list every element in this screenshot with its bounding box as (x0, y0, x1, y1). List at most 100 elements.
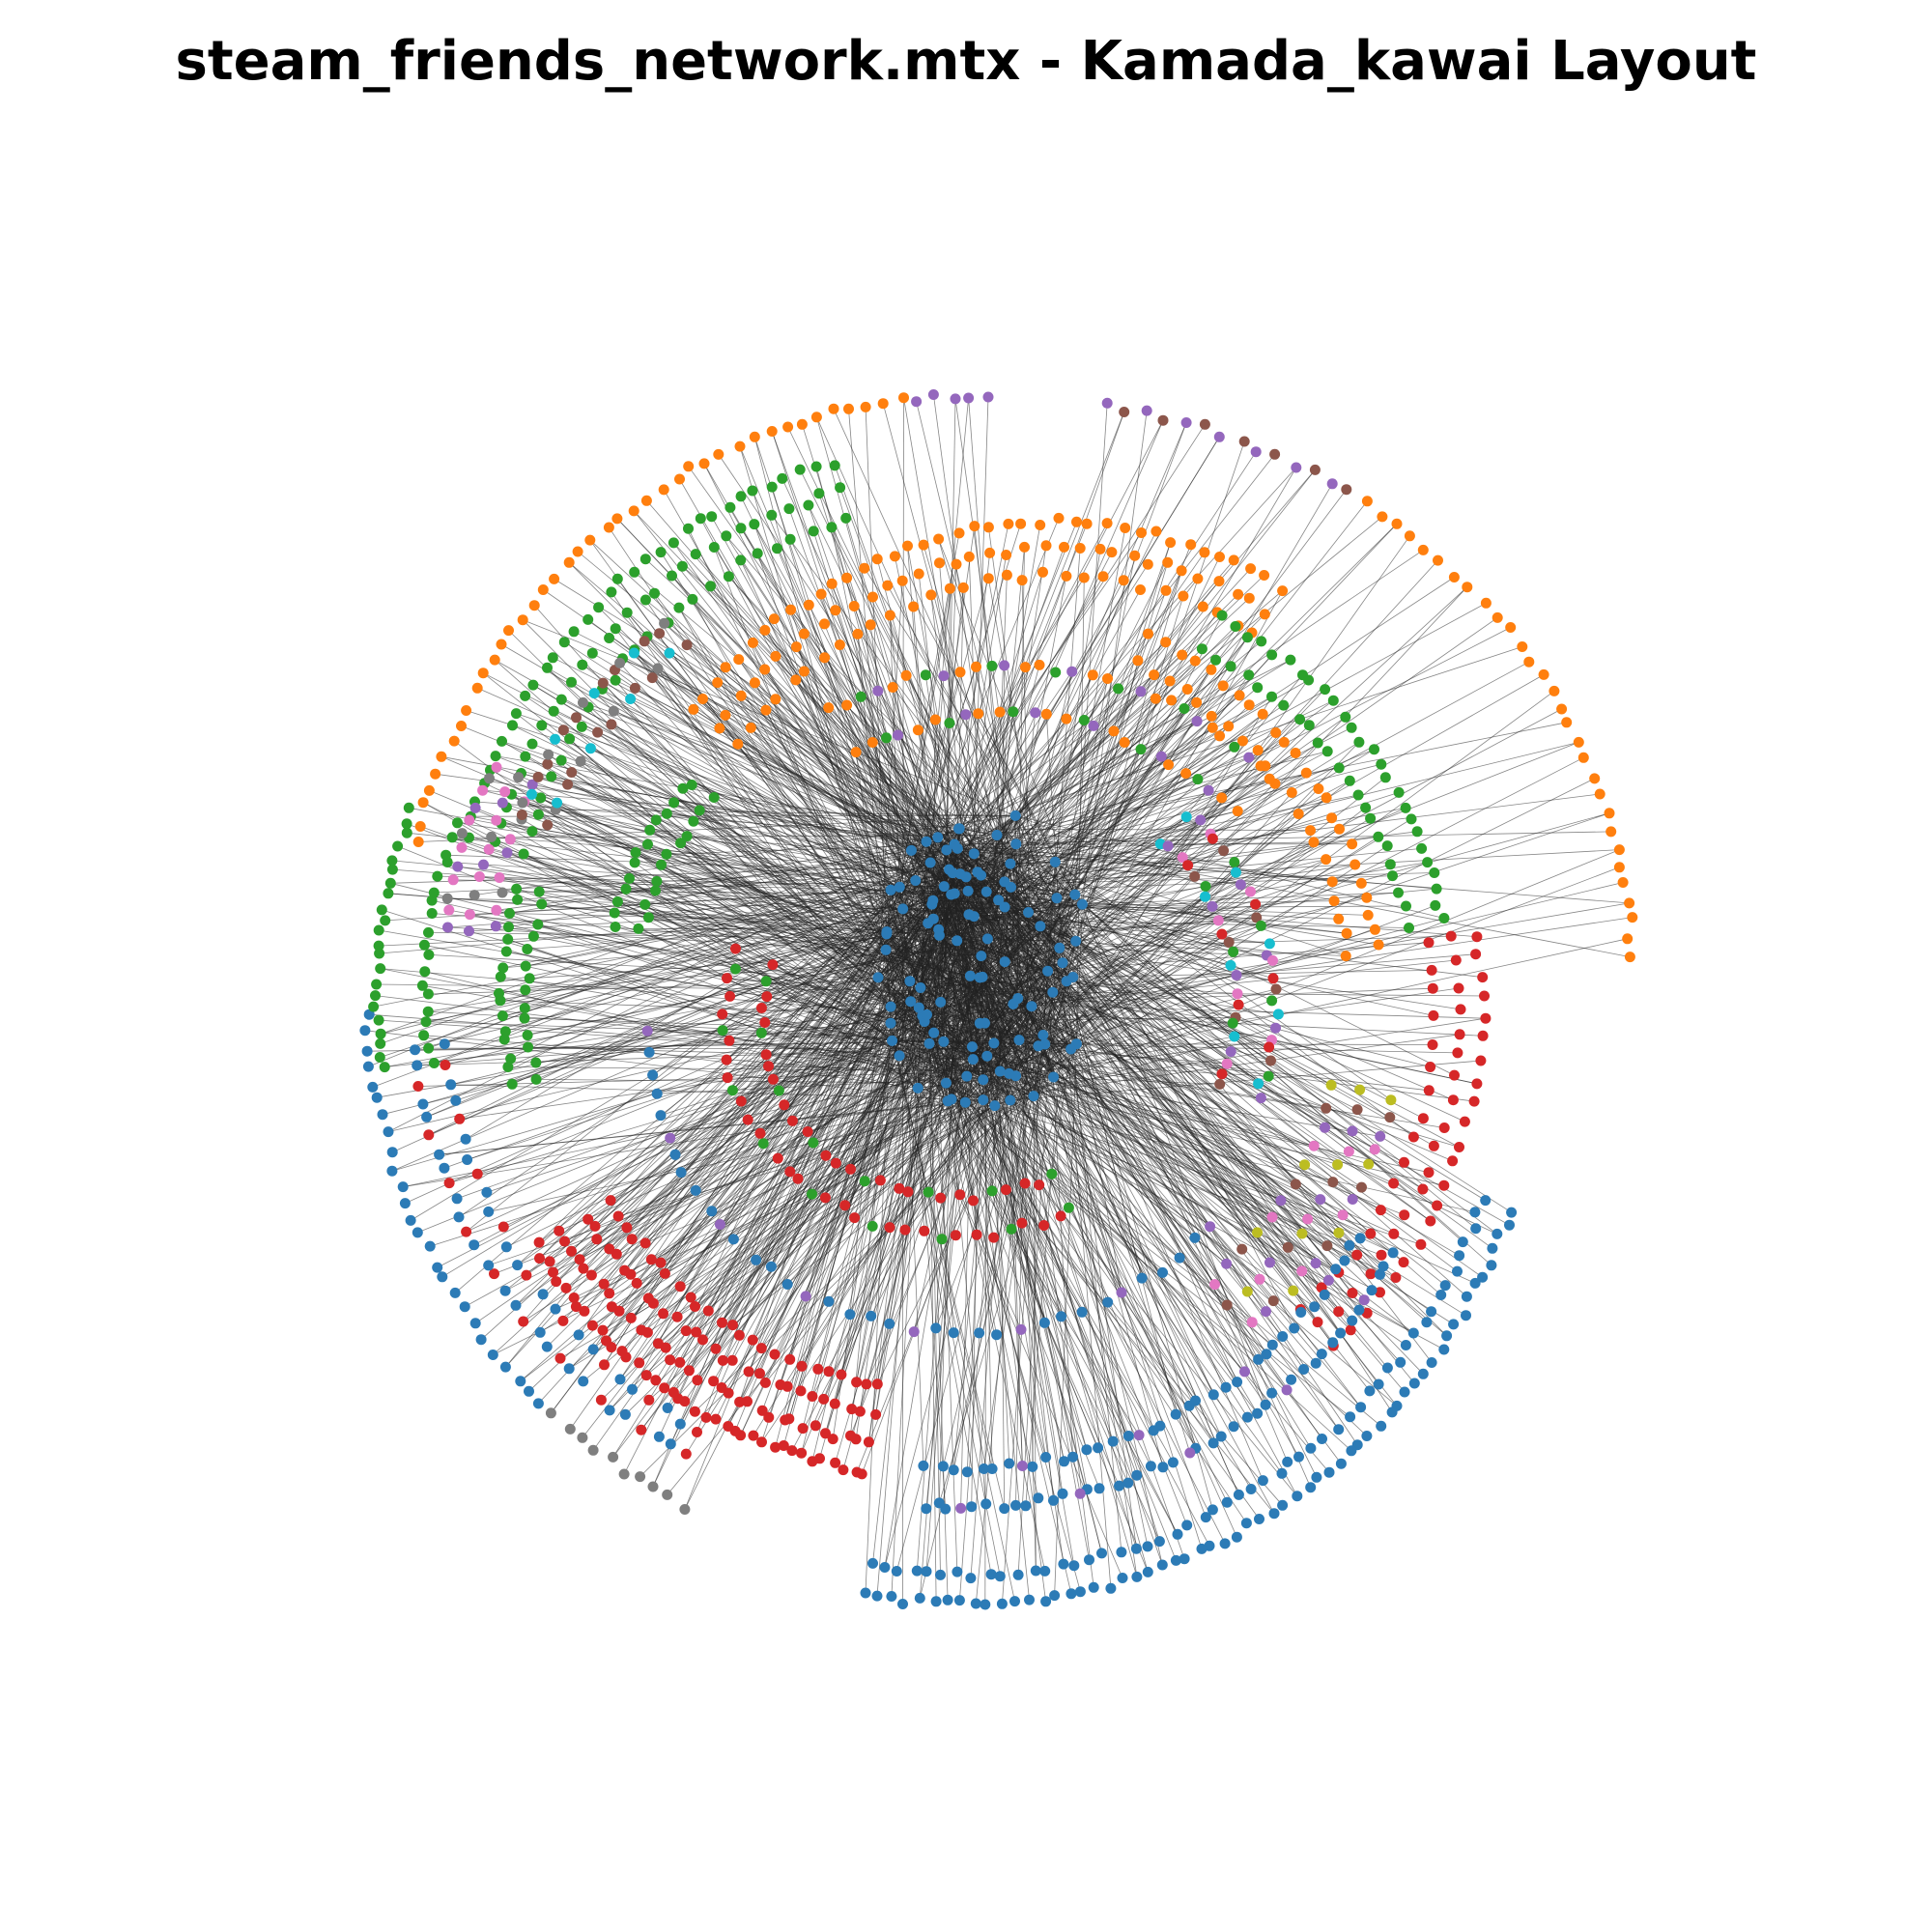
graph-node (628, 647, 639, 659)
graph-node (918, 1460, 929, 1471)
graph-node (524, 1385, 534, 1397)
graph-node (795, 1385, 807, 1397)
graph-node (1417, 1368, 1429, 1379)
graph-node (921, 836, 932, 847)
graph-node (1264, 1257, 1275, 1268)
graph-edge (902, 908, 1222, 935)
graph-node (877, 398, 889, 410)
graph-node (1084, 1554, 1094, 1566)
graph-node (727, 1234, 739, 1245)
graph-node (897, 1599, 908, 1609)
graph-node (502, 933, 514, 945)
graph-node (1447, 1094, 1459, 1106)
graph-node (949, 888, 960, 899)
graph-node (826, 578, 838, 589)
graph-node (823, 1295, 835, 1307)
graph-edge (1052, 991, 1453, 1162)
graph-node (640, 1370, 652, 1381)
graph-node (760, 1049, 772, 1061)
graph-node (986, 660, 998, 671)
graph-node (1253, 1353, 1264, 1365)
graph-node (549, 573, 560, 584)
graph-node (1344, 1239, 1355, 1251)
graph-edge (943, 749, 1142, 1042)
graph-node (1430, 899, 1441, 911)
graph-edge (991, 864, 1011, 1191)
graph-node (845, 1430, 856, 1441)
graph-edge (456, 977, 1073, 1200)
graph-edge (1047, 970, 1483, 1278)
graph-node (1604, 808, 1615, 819)
graph-node (710, 1413, 722, 1425)
graph-edge (1065, 980, 1122, 1293)
graph-edge (711, 1082, 947, 1212)
graph-node (681, 831, 693, 842)
graph-node (676, 560, 688, 572)
graph-node (428, 1058, 440, 1068)
graph-node (1333, 1227, 1345, 1238)
graph-node (1328, 895, 1340, 907)
graph-node (1160, 584, 1172, 596)
graph-node (667, 570, 677, 582)
graph-node (1065, 1588, 1077, 1600)
graph-node (885, 884, 896, 895)
graph-node (1228, 946, 1239, 957)
graph-node (1417, 1113, 1429, 1124)
graph-edge (943, 886, 1065, 1462)
graph-node (443, 1178, 455, 1189)
graph-node (1282, 1456, 1293, 1467)
graph-edge (982, 895, 1206, 1081)
graph-node (461, 1226, 472, 1237)
graph-edge (972, 1046, 1226, 1545)
graph-node (777, 472, 788, 484)
graph-node (651, 875, 663, 887)
graph-edge (949, 723, 1041, 926)
graph-edge (967, 773, 1186, 892)
graph-node (867, 1557, 878, 1569)
graph-node (653, 1431, 665, 1442)
graph-node (646, 672, 658, 684)
graph-edge (1082, 903, 1266, 1406)
graph-node (1122, 1431, 1134, 1441)
graph-node (1059, 1456, 1069, 1467)
graph-node (639, 594, 651, 606)
graph-node (1070, 935, 1082, 947)
graph-edge (1062, 962, 1143, 1279)
graph-node (1142, 1566, 1153, 1577)
graph-edge (812, 1099, 983, 1144)
graph-node (953, 823, 965, 835)
graph-edge (1065, 980, 1248, 1293)
graph-node (1177, 852, 1188, 864)
graph-edge (866, 1070, 1001, 1385)
graph-node (1326, 812, 1338, 824)
graph-node (1107, 1435, 1119, 1447)
graph-node (1081, 1444, 1093, 1456)
graph-node (1257, 708, 1268, 720)
graph-edge (882, 403, 1011, 888)
graph-edge (918, 1007, 1062, 1317)
graph-node (1333, 1306, 1345, 1318)
graph-node (971, 1229, 982, 1240)
graph-node (1214, 1078, 1226, 1090)
graph-node (1078, 572, 1090, 583)
graph-node (520, 751, 531, 762)
graph-node (999, 660, 1010, 671)
graph-node (1105, 1582, 1117, 1594)
graph-node (885, 1017, 896, 1029)
graph-node (1057, 1488, 1068, 1499)
graph-node (687, 593, 698, 605)
graph-node (1252, 682, 1264, 694)
graph-edge (834, 465, 1054, 1078)
graph-node (1009, 1596, 1020, 1607)
graph-edge (959, 828, 1631, 957)
graph-node (483, 1260, 495, 1271)
graph-edge (1075, 940, 1223, 1074)
graph-node (1350, 859, 1361, 870)
graph-node (1438, 913, 1450, 923)
graph-node (1076, 898, 1088, 910)
graph-edge (904, 1076, 1054, 1231)
graph-node (1210, 654, 1221, 666)
graph-edge (1004, 881, 1360, 1091)
graph-node (1118, 575, 1129, 586)
graph-node (1375, 1205, 1386, 1216)
